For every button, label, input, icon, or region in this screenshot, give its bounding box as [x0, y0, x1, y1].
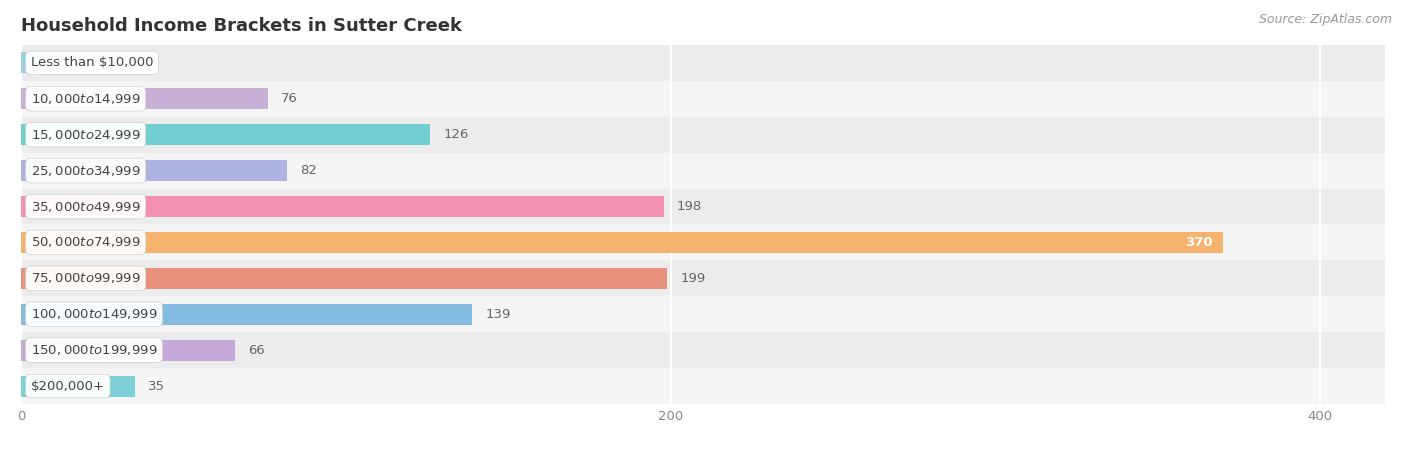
- Text: Less than $10,000: Less than $10,000: [31, 57, 153, 69]
- Bar: [21, 296, 1385, 332]
- Bar: [21, 304, 472, 325]
- Bar: [21, 189, 1385, 224]
- Text: $15,000 to $24,999: $15,000 to $24,999: [31, 128, 141, 142]
- Bar: [21, 332, 1385, 368]
- Bar: [21, 160, 287, 181]
- Text: 66: 66: [249, 344, 266, 357]
- Bar: [21, 196, 664, 217]
- Bar: [21, 340, 235, 361]
- Text: 82: 82: [301, 164, 318, 177]
- Text: $10,000 to $14,999: $10,000 to $14,999: [31, 92, 141, 106]
- Text: 199: 199: [681, 272, 706, 285]
- Bar: [21, 45, 1385, 81]
- Text: 6: 6: [53, 57, 62, 69]
- Text: 370: 370: [1185, 236, 1213, 249]
- Bar: [21, 88, 269, 109]
- Bar: [21, 117, 1385, 153]
- Bar: [21, 81, 1385, 117]
- Bar: [21, 268, 668, 289]
- Bar: [21, 232, 1223, 253]
- Text: 35: 35: [148, 380, 165, 392]
- Text: 76: 76: [281, 92, 298, 105]
- Text: Household Income Brackets in Sutter Creek: Household Income Brackets in Sutter Cree…: [21, 17, 463, 35]
- Text: 139: 139: [485, 308, 510, 321]
- Bar: [21, 224, 1385, 260]
- Text: $75,000 to $99,999: $75,000 to $99,999: [31, 271, 141, 286]
- Bar: [21, 368, 1385, 404]
- Text: $25,000 to $34,999: $25,000 to $34,999: [31, 163, 141, 178]
- Bar: [21, 153, 1385, 189]
- Text: Source: ZipAtlas.com: Source: ZipAtlas.com: [1258, 13, 1392, 26]
- Text: $50,000 to $74,999: $50,000 to $74,999: [31, 235, 141, 250]
- Text: $35,000 to $49,999: $35,000 to $49,999: [31, 199, 141, 214]
- Text: $200,000+: $200,000+: [31, 380, 105, 392]
- Bar: [21, 376, 135, 396]
- Bar: [21, 53, 41, 73]
- Bar: [21, 124, 430, 145]
- Text: $100,000 to $149,999: $100,000 to $149,999: [31, 307, 157, 321]
- Text: $150,000 to $199,999: $150,000 to $199,999: [31, 343, 157, 357]
- Text: 126: 126: [443, 128, 468, 141]
- Bar: [21, 260, 1385, 296]
- Text: 198: 198: [678, 200, 702, 213]
